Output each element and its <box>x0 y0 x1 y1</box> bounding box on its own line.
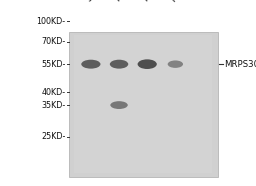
Text: 25KD-: 25KD- <box>41 132 65 141</box>
Ellipse shape <box>110 101 128 109</box>
Ellipse shape <box>81 60 100 69</box>
Text: HeLa: HeLa <box>141 0 162 4</box>
Bar <box>69 32 218 177</box>
Text: HL60: HL60 <box>113 0 134 4</box>
Ellipse shape <box>110 60 128 69</box>
Text: 35KD-: 35KD- <box>41 101 65 110</box>
Text: 70KD-: 70KD- <box>41 37 65 46</box>
Text: MRPS30: MRPS30 <box>224 60 256 69</box>
Text: 100KD-: 100KD- <box>36 17 65 26</box>
Text: SW620: SW620 <box>84 0 112 4</box>
Text: HepG2: HepG2 <box>169 0 196 4</box>
Ellipse shape <box>138 59 157 69</box>
Text: 40KD-: 40KD- <box>41 88 65 97</box>
Bar <box>74 35 212 173</box>
Text: 55KD-: 55KD- <box>41 60 65 69</box>
Ellipse shape <box>168 60 183 68</box>
